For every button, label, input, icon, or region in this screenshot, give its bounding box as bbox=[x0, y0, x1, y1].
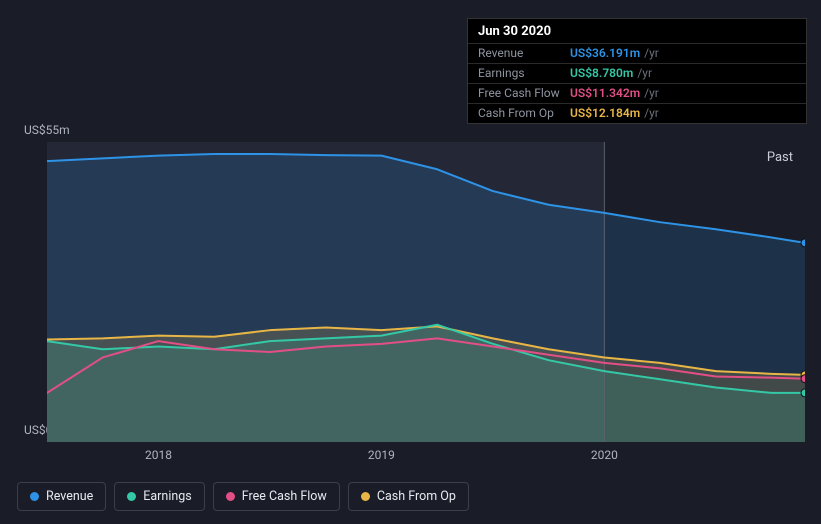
chart-svg bbox=[47, 142, 805, 442]
hover-tooltip: Jun 30 2020 RevenueUS$36.191m/yrEarnings… bbox=[467, 18, 807, 124]
legend-color-dot bbox=[30, 492, 39, 501]
tooltip-metric-label: Revenue bbox=[478, 47, 570, 59]
tooltip-row: EarningsUS$8.780m/yr bbox=[468, 63, 806, 83]
tooltip-row: Cash From OpUS$12.184m/yr bbox=[468, 103, 806, 123]
tooltip-metric-value: US$11.342m bbox=[570, 87, 640, 99]
tooltip-metric-suffix: /yr bbox=[644, 47, 659, 59]
legend-color-dot bbox=[226, 492, 235, 501]
tooltip-metric-label: Free Cash Flow bbox=[478, 87, 570, 99]
legend-label: Free Cash Flow bbox=[242, 489, 327, 504]
tooltip-metric-label: Earnings bbox=[478, 67, 570, 79]
x-axis-tick-label: 2020 bbox=[591, 448, 618, 462]
tooltip-rows: RevenueUS$36.191m/yrEarningsUS$8.780m/yr… bbox=[468, 43, 806, 123]
tooltip-metric-value: US$36.191m bbox=[570, 47, 640, 59]
legend-item[interactable]: Cash From Op bbox=[348, 482, 469, 511]
legend-label: Earnings bbox=[143, 489, 191, 504]
legend-item[interactable]: Earnings bbox=[114, 482, 204, 511]
legend-item[interactable]: Revenue bbox=[17, 482, 106, 511]
tooltip-metric-suffix: /yr bbox=[637, 67, 652, 79]
chart-legend: Revenue Earnings Free Cash Flow Cash From O… bbox=[17, 482, 469, 511]
tooltip-metric-label: Cash From Op bbox=[478, 107, 570, 119]
tooltip-metric-value: US$8.780m bbox=[570, 67, 633, 79]
tooltip-metric-value: US$12.184m bbox=[570, 107, 640, 119]
x-axis-tick-label: 2018 bbox=[145, 448, 172, 462]
tooltip-row: RevenueUS$36.191m/yr bbox=[468, 43, 806, 63]
tooltip-metric-suffix: /yr bbox=[644, 107, 659, 119]
tooltip-metric-suffix: /yr bbox=[644, 87, 659, 99]
legend-label: Revenue bbox=[46, 489, 93, 504]
legend-color-dot bbox=[127, 492, 136, 501]
past-period-label: Past bbox=[767, 150, 793, 165]
chart-plot-area[interactable]: Past bbox=[47, 142, 805, 442]
x-axis-tick-label: 2019 bbox=[368, 448, 395, 462]
legend-label: Cash From Op bbox=[377, 489, 456, 504]
tooltip-row: Free Cash FlowUS$11.342m/yr bbox=[468, 83, 806, 103]
legend-item[interactable]: Free Cash Flow bbox=[213, 482, 340, 511]
y-axis-max-label: US$55m bbox=[24, 123, 70, 137]
tooltip-date: Jun 30 2020 bbox=[468, 19, 806, 43]
legend-color-dot bbox=[361, 492, 370, 501]
